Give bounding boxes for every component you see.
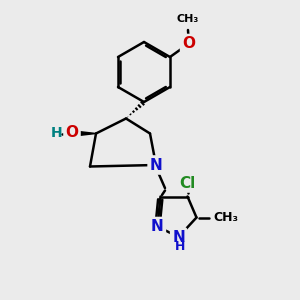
Text: CH₃: CH₃ xyxy=(213,211,238,224)
Text: CH₃: CH₃ xyxy=(177,14,199,24)
Text: Cl: Cl xyxy=(179,176,196,190)
Text: O: O xyxy=(182,36,195,51)
Text: O: O xyxy=(65,125,79,140)
Polygon shape xyxy=(75,131,96,136)
Text: N: N xyxy=(151,219,164,234)
Text: H: H xyxy=(175,240,185,253)
Text: N: N xyxy=(150,158,162,172)
Text: N: N xyxy=(172,230,185,244)
Text: H: H xyxy=(51,126,63,140)
